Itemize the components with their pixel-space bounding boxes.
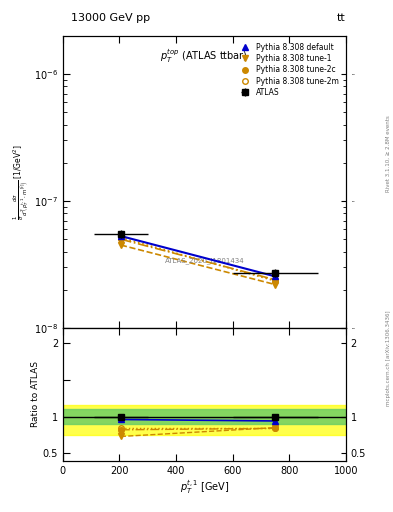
Pythia 8.308 tune-2m — [119, 234, 123, 241]
Legend: Pythia 8.308 default, Pythia 8.308 tune-1, Pythia 8.308 tune-2c, Pythia 8.308 tu: Pythia 8.308 default, Pythia 8.308 tune-… — [234, 39, 342, 100]
Pythia 8.308 tune-1 — [273, 282, 277, 288]
Text: tt: tt — [337, 13, 346, 23]
Pythia 8.308 tune-2c — [119, 236, 123, 242]
Bar — [63, 409, 346, 424]
Line: Pythia 8.308 tune-2m: Pythia 8.308 tune-2m — [118, 235, 278, 284]
Text: $p_T^{top}$ (ATLAS ttbar): $p_T^{top}$ (ATLAS ttbar) — [160, 48, 248, 66]
Text: mcplots.cern.ch [arXiv:1306.3436]: mcplots.cern.ch [arXiv:1306.3436] — [386, 311, 391, 406]
Text: 13000 GeV pp: 13000 GeV pp — [71, 13, 150, 23]
Y-axis label: $\frac{1}{\sigma}\frac{d\sigma}{d^2\!\left(p_T^{t,1}\cdot m^{[\bar{t}]}\right)}$: $\frac{1}{\sigma}\frac{d\sigma}{d^2\!\le… — [11, 144, 31, 220]
Pythia 8.308 default — [119, 233, 123, 239]
Text: ATLAS_2020_I1801434: ATLAS_2020_I1801434 — [165, 257, 244, 264]
Pythia 8.308 default — [273, 273, 277, 280]
Pythia 8.308 tune-2m — [273, 278, 277, 284]
Pythia 8.308 tune-2c — [273, 276, 277, 283]
Y-axis label: Ratio to ATLAS: Ratio to ATLAS — [31, 361, 40, 428]
Line: Pythia 8.308 tune-1: Pythia 8.308 tune-1 — [118, 242, 279, 288]
Line: Pythia 8.308 default: Pythia 8.308 default — [118, 232, 279, 280]
X-axis label: $p_T^{t,1}$ [GeV]: $p_T^{t,1}$ [GeV] — [180, 478, 229, 496]
Pythia 8.308 tune-1 — [119, 242, 123, 248]
Line: Pythia 8.308 tune-2c: Pythia 8.308 tune-2c — [118, 237, 278, 283]
Bar — [63, 406, 346, 435]
Text: Rivet 3.1.10, ≥ 2.8M events: Rivet 3.1.10, ≥ 2.8M events — [386, 115, 391, 192]
